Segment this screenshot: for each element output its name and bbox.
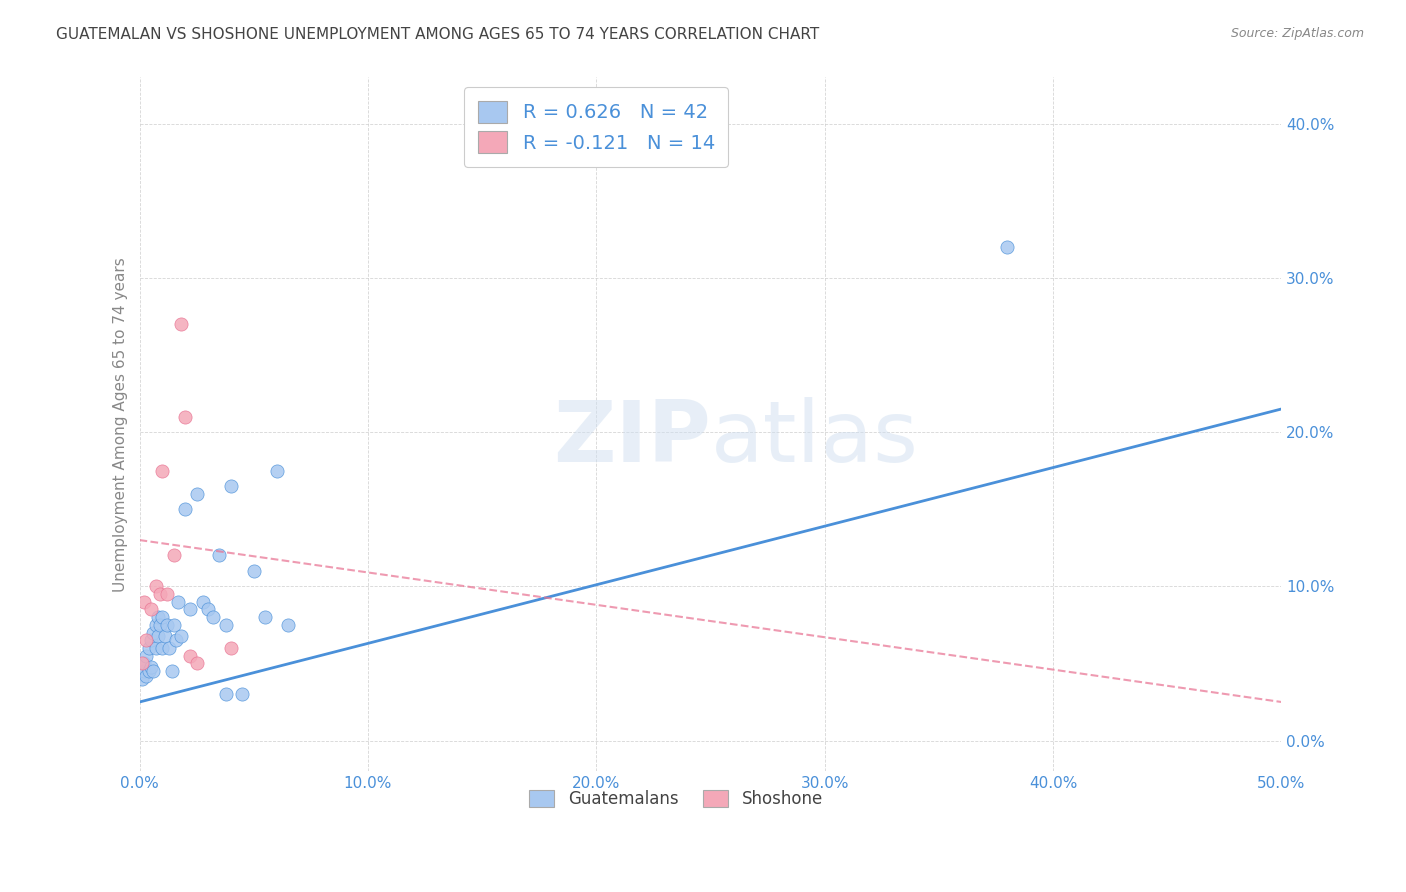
Point <box>150 610 173 624</box>
Point <box>157 640 180 655</box>
Point <box>179 602 201 616</box>
Point <box>231 687 253 701</box>
Point <box>186 657 208 671</box>
Point <box>135 669 157 683</box>
Point <box>138 640 160 655</box>
Point <box>266 464 288 478</box>
Point <box>150 464 173 478</box>
Point <box>169 317 191 331</box>
Point <box>131 672 153 686</box>
Point <box>215 687 238 701</box>
Text: atlas: atlas <box>710 397 918 480</box>
Point <box>156 587 179 601</box>
Point <box>174 502 197 516</box>
Point <box>197 602 219 616</box>
Point <box>142 664 165 678</box>
Point <box>146 629 169 643</box>
Point <box>174 409 197 424</box>
Text: GUATEMALAN VS SHOSHONE UNEMPLOYMENT AMONG AGES 65 TO 74 YEARS CORRELATION CHART: GUATEMALAN VS SHOSHONE UNEMPLOYMENT AMON… <box>56 27 820 42</box>
Point <box>139 633 162 648</box>
Point <box>131 657 153 671</box>
Point <box>153 629 176 643</box>
Point <box>139 602 162 616</box>
Text: Source: ZipAtlas.com: Source: ZipAtlas.com <box>1230 27 1364 40</box>
Point <box>163 618 186 632</box>
Point <box>142 625 165 640</box>
Point <box>169 629 191 643</box>
Point <box>135 648 157 663</box>
Y-axis label: Unemployment Among Ages 65 to 74 years: Unemployment Among Ages 65 to 74 years <box>114 257 128 591</box>
Point <box>150 640 173 655</box>
Text: ZIP: ZIP <box>553 397 710 480</box>
Point <box>163 549 186 563</box>
Point <box>165 633 187 648</box>
Point <box>156 618 179 632</box>
Point <box>149 587 172 601</box>
Point <box>149 618 172 632</box>
Point <box>995 240 1018 254</box>
Point <box>146 610 169 624</box>
Point <box>254 610 277 624</box>
Point <box>132 664 155 678</box>
Point <box>132 657 155 671</box>
Legend: Guatemalans, Shoshone: Guatemalans, Shoshone <box>523 783 830 815</box>
Point <box>208 549 231 563</box>
Point <box>277 618 299 632</box>
Point <box>215 618 238 632</box>
Point <box>145 640 167 655</box>
Point <box>242 564 264 578</box>
Point <box>219 640 242 655</box>
Point <box>135 633 157 648</box>
Point <box>132 595 155 609</box>
Point <box>167 595 190 609</box>
Point <box>160 664 183 678</box>
Point <box>201 610 224 624</box>
Point <box>179 648 201 663</box>
Point <box>193 595 215 609</box>
Point <box>186 487 208 501</box>
Point <box>145 618 167 632</box>
Point <box>138 664 160 678</box>
Point <box>139 659 162 673</box>
Point <box>219 479 242 493</box>
Point <box>145 579 167 593</box>
